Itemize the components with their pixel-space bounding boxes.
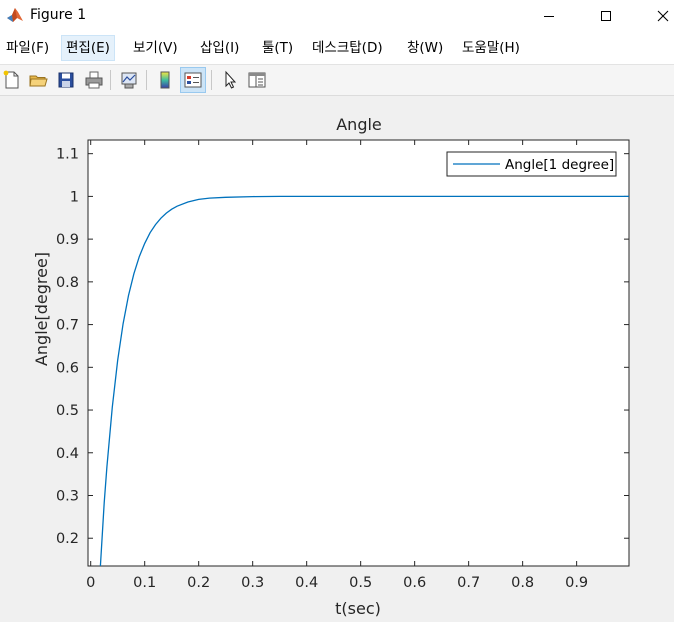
toolbar-separator (211, 70, 212, 90)
menu-insert[interactable]: 삽입(I) (200, 40, 240, 56)
print-icon (85, 71, 103, 89)
colorbar-button[interactable] (153, 68, 177, 92)
x-tick-label: 0.4 (295, 575, 318, 591)
legend-box (446, 151, 617, 177)
y-axis: 0.2 0.3 0.4 0.5 0.6 0.7 0.8 0.9 1 1.1 (56, 147, 629, 547)
save-icon (58, 72, 74, 88)
link-plot-button[interactable] (117, 68, 141, 92)
y-tick-label: 1 (70, 189, 79, 205)
close-button[interactable] (640, 0, 674, 32)
y-tick-label: 0.7 (56, 318, 79, 334)
x-tick-label: 0.2 (187, 575, 210, 591)
menu-bar: 파일(F) 편집(E) 보기(V) 삽입(I) 툴(T) 데스크탑(D) 창(W… (0, 32, 674, 65)
x-tick-label: 0.7 (457, 575, 480, 591)
figure-canvas: Angle 0.20.30.40.50.60.70.80.911.1 0 0.1 0… (32, 115, 630, 618)
new-figure-icon (3, 70, 19, 89)
menu-window[interactable]: 창(W) (407, 40, 444, 56)
open-file-icon (29, 75, 48, 87)
maximize-icon (601, 11, 611, 21)
legend-button[interactable] (180, 67, 206, 93)
legend[interactable]: Angle[1 degree] (446, 151, 617, 177)
chart-title: Angle (336, 115, 382, 134)
menu-desktop[interactable]: 데스크탑(D) (312, 40, 383, 56)
x-tick-label: 0.8 (511, 575, 534, 591)
legend-icon (184, 72, 202, 88)
window-title: Figure 1 (30, 7, 87, 23)
legend-entry-label: Angle[1 degree] (505, 157, 614, 173)
toolbar-separator (146, 70, 147, 90)
x-axis: 0 0.1 0.2 0.3 0.4 0.5 0.6 0.7 0.8 0.9 (86, 140, 588, 591)
open-file-button[interactable] (26, 68, 50, 92)
x-tick-label: 0 (86, 575, 95, 591)
window-titlebar: Figure 1 (0, 0, 674, 32)
series-line-angle (99, 195, 629, 567)
y-tick-label: 0.5 (56, 403, 79, 419)
y-tick-label: 0.2 (56, 531, 79, 547)
menu-file[interactable]: 파일(F) (6, 40, 50, 56)
y-tick-label: 0.4 (56, 446, 79, 462)
menu-tools[interactable]: 툴(T) (262, 40, 294, 56)
menu-view[interactable]: 보기(V) (133, 40, 178, 56)
y-tick-label: 0.3 (56, 488, 79, 504)
axes-plot-area[interactable] (87, 139, 630, 567)
menu-edit[interactable]: 편집(E) (61, 35, 115, 61)
edit-plot-arrow-icon (225, 70, 237, 89)
x-tick-label: 0.6 (403, 575, 426, 591)
print-button[interactable] (82, 68, 106, 92)
maximize-button[interactable] (583, 0, 629, 32)
x-tick-label: 0.5 (349, 575, 372, 591)
close-icon (657, 10, 669, 22)
menu-help[interactable]: 도움말(H) (462, 40, 520, 56)
new-figure-button[interactable] (0, 68, 24, 92)
x-axis-label: t(sec) (335, 599, 381, 618)
minimize-icon (544, 16, 554, 17)
link-plot-icon (121, 72, 137, 89)
save-button[interactable] (54, 68, 78, 92)
edit-plot-button[interactable] (218, 68, 242, 92)
figure-toolbar (0, 65, 674, 96)
property-inspector-icon (248, 72, 266, 88)
toolbar-separator (110, 70, 111, 90)
matlab-logo-icon (6, 6, 24, 24)
y-axis-label: Angle[degree] (32, 252, 51, 366)
y-tick-label: 1.1 (56, 147, 79, 163)
x-tick-label: 0.9 (565, 575, 588, 591)
x-tick-label: 0.1 (133, 575, 156, 591)
property-inspector-button[interactable] (245, 68, 269, 92)
colorbar-icon (160, 71, 170, 89)
y-tick-label: 0.8 (56, 275, 79, 291)
x-tick-label: 0.3 (241, 575, 264, 591)
y-tick-label: 0.9 (56, 232, 79, 248)
minimize-button[interactable] (526, 0, 572, 32)
y-tick-label: 0.6 (56, 360, 79, 376)
